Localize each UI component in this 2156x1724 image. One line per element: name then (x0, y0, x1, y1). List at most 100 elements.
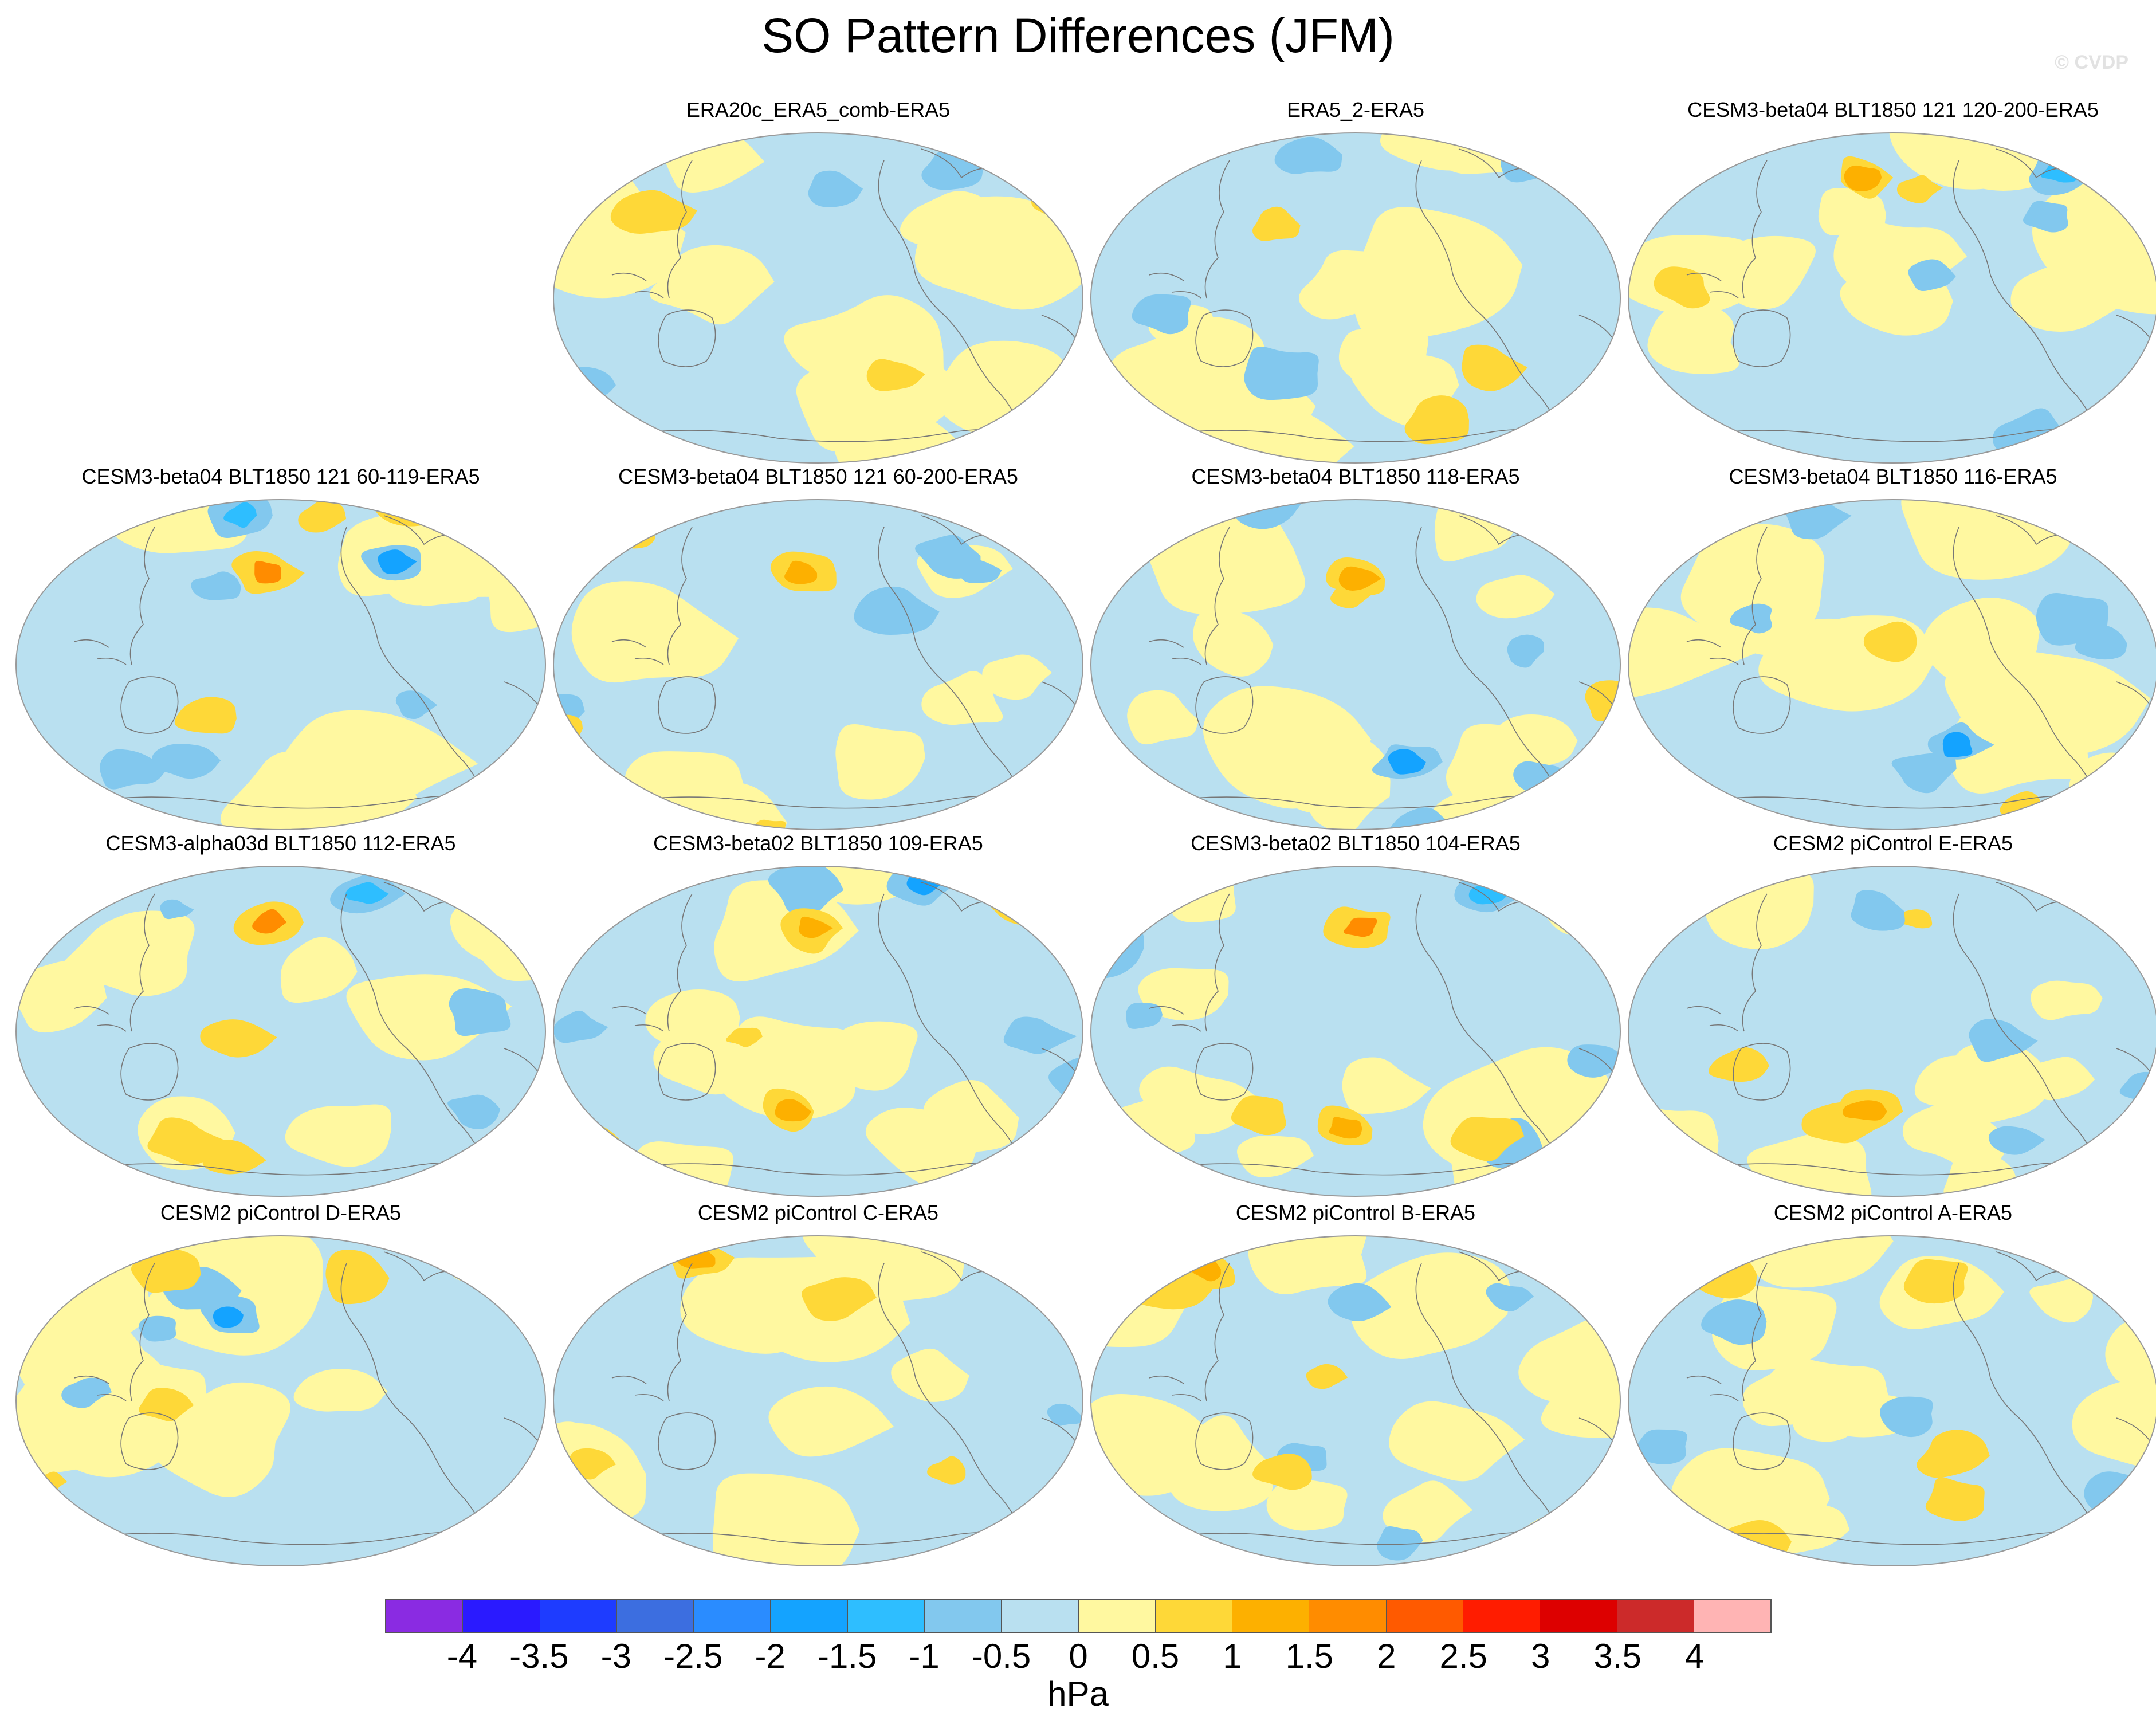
positive-anomaly-region (2023, 1057, 2095, 1101)
positive-anomaly-region (1450, 1117, 1525, 1161)
colorbar-tick-label: 1 (1223, 1637, 1242, 1675)
coastline (120, 1043, 179, 1101)
map-border (1090, 499, 1621, 830)
map-border (553, 1235, 1083, 1566)
colorbar-tick-label: 3.5 (1593, 1637, 1641, 1675)
colorbar-tick-label: -3 (600, 1637, 632, 1675)
anomaly-contour-core (799, 916, 833, 938)
negative-anomaly-region (1486, 1283, 1534, 1311)
positive-anomaly-region (1338, 329, 1429, 395)
colorbar-swatch (924, 1600, 1002, 1632)
coastline (1195, 676, 1254, 734)
negative-anomaly-region (553, 1010, 608, 1043)
negative-anomaly-region (854, 586, 940, 635)
map-panel: CESM2 piControl D-ERA5 (11, 1200, 550, 1567)
positive-anomaly-region (1917, 1430, 1990, 1478)
negative-anomaly-region (1047, 1403, 1082, 1426)
negative-anomaly-region (553, 506, 618, 560)
anomaly-contour-core (213, 1306, 244, 1328)
coastline (1149, 1006, 1201, 1032)
positive-anomaly-region (1901, 500, 2081, 580)
map-border (15, 1235, 546, 1566)
positive-anomaly-region (498, 866, 545, 903)
positive-anomaly-region (984, 866, 1050, 901)
anomaly-contour-core (1844, 165, 1882, 191)
positive-anomaly-region (1263, 728, 1393, 814)
coastline (1733, 309, 1791, 367)
colorbar-tick-label: 2 (1377, 1637, 1396, 1675)
negative-anomaly-region (478, 866, 545, 898)
map-panel: ERA20c_ERA5_comb-ERA5 (549, 97, 1087, 464)
colorbar-swatch (1694, 1600, 1771, 1632)
positive-anomaly-region (1127, 690, 1199, 745)
colorbar-tick-label: -1.5 (817, 1637, 877, 1675)
coastline (667, 160, 693, 299)
positive-anomaly-region (1306, 1364, 1348, 1389)
negative-anomaly-region (768, 866, 844, 916)
positive-anomaly-region (1628, 1101, 1719, 1184)
positive-anomaly-region (921, 671, 1003, 725)
colorbar-swatch (540, 1600, 617, 1632)
positive-anomaly-region (553, 714, 583, 743)
anomaly-contour-core (1922, 1267, 1958, 1292)
positive-anomaly-region (1898, 909, 1933, 929)
positive-anomaly-region (280, 937, 358, 1003)
map-panel: CESM2 piControl C-ERA5 (549, 1200, 1087, 1567)
positive-anomaly-region (1664, 133, 1761, 156)
positive-anomaly-region (1383, 1480, 1473, 1542)
coastline (1742, 527, 1768, 665)
colorbar-swatch (1463, 1600, 1541, 1632)
anomaly-contour-core (931, 544, 971, 568)
panel-title: CESM3-beta02 BLT1850 104-ERA5 (1191, 831, 1521, 855)
map-border (15, 866, 546, 1197)
positive-anomaly-region (1628, 235, 1788, 316)
positive-anomaly-region (16, 961, 107, 1033)
positive-anomaly-region (1708, 1047, 1770, 1082)
anomaly-contour-core (677, 1244, 716, 1269)
panel-title: CESM2 piControl C-ERA5 (697, 1201, 939, 1224)
anomaly-contour-core (345, 882, 389, 904)
negative-anomaly-region (1027, 163, 1083, 205)
map-panel: CESM3-beta02 BLT1850 104-ERA5 (1086, 831, 1625, 1197)
positive-anomaly-region (553, 775, 613, 830)
anomaly-contour-core (1343, 917, 1377, 937)
positive-anomaly-region (713, 1473, 860, 1566)
anomaly-contour-core (1843, 1100, 1887, 1121)
map-field (1091, 1236, 1620, 1566)
positive-anomaly-region (927, 1456, 966, 1485)
panel-title: CESM3-beta04 BLT1850 121 60-200-ERA5 (618, 465, 1018, 488)
map-field (553, 1236, 1083, 1566)
figure-title: SO Pattern Differences (JFM) (761, 9, 1395, 62)
positive-anomaly-region (1945, 650, 2151, 762)
positive-anomaly-region (796, 359, 963, 453)
panel-title: CESM3-beta04 BLT1850 116-ERA5 (1729, 465, 2057, 488)
coastline (658, 676, 716, 734)
negative-anomaly-region (1969, 1019, 2038, 1062)
map-border (1628, 1235, 2156, 1566)
positive-anomaly-region (982, 654, 1052, 700)
map-panel: CESM2 piControl B-ERA5 (1086, 1200, 1625, 1567)
coastline (1733, 676, 1791, 734)
panel-title: CESM3-beta04 BLT1850 118-ERA5 (1191, 465, 1520, 488)
positive-anomaly-region (293, 1369, 388, 1412)
anomaly-contour-core (168, 1130, 199, 1150)
colorbar-tick-label: 3 (1530, 1637, 1550, 1675)
coastline (1195, 1412, 1254, 1470)
positive-anomaly-region (476, 500, 545, 561)
negative-anomaly-region (1132, 294, 1191, 335)
coastline (1686, 639, 1739, 665)
anomaly-contour-core (254, 560, 281, 584)
positive-anomaly-region (1404, 395, 1469, 445)
negative-anomaly-region (1650, 1146, 1686, 1170)
positive-anomaly-region (1654, 266, 1710, 309)
map-border (1090, 132, 1621, 464)
positive-anomaly-region (1104, 806, 1144, 830)
positive-anomaly-region (298, 500, 347, 533)
map-border (1628, 499, 2156, 830)
negative-anomaly-region (808, 170, 863, 207)
positive-anomaly-region (2032, 175, 2156, 315)
colorbar-swatch (1540, 1600, 1617, 1632)
positive-anomaly-region (174, 697, 237, 734)
map-panel: CESM3-beta04 BLT1850 118-ERA5 (1086, 464, 1625, 831)
positive-anomaly-region (553, 1498, 608, 1546)
